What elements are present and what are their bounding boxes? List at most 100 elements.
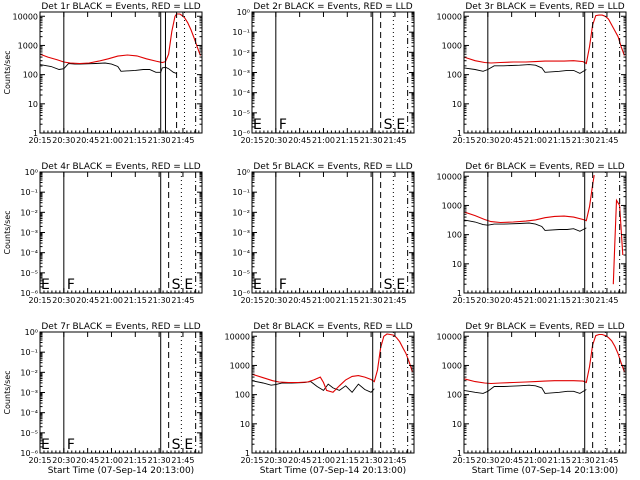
- y-tick-label: 10⁻⁵: [232, 109, 250, 118]
- series-group: [464, 14, 625, 74]
- event-marker-label: S: [172, 277, 181, 293]
- series-events-line: [464, 384, 587, 394]
- x-tick-label: 21:45: [383, 296, 406, 305]
- panel-det1: Det 1r BLACK = Events, RED = LLD 1 10 100 10…: [3, 2, 203, 145]
- event-letter-label: E: [41, 437, 50, 453]
- x-tick-label: 21:00: [524, 456, 547, 465]
- panel-title: Det 2r BLACK = Events, RED = LLD: [253, 2, 412, 12]
- series-lld-line: [252, 333, 413, 393]
- y-tick-label: 10⁻⁶: [20, 449, 38, 458]
- series-group: [40, 13, 201, 74]
- series-lld-line: [612, 198, 624, 285]
- y-tick-label: 10⁻¹: [232, 28, 250, 37]
- y-tick-label: 1000: [230, 361, 250, 370]
- x-tick-label: 21:45: [595, 296, 618, 305]
- y-tick-label: 10: [28, 100, 38, 109]
- y-tick-label: 1: [245, 449, 250, 458]
- x-tick-label: 21:00: [524, 296, 547, 305]
- event-marker-label: E: [396, 117, 405, 133]
- y-tick-label: 10000: [225, 332, 250, 341]
- y-tick-label: 100: [447, 391, 462, 400]
- x-tick-label: 20:30: [264, 296, 287, 305]
- x-tick-label: 21:15: [548, 136, 571, 145]
- series-events-line: [40, 62, 177, 74]
- x-tick-label: 21:00: [312, 456, 335, 465]
- x-tick-label: 20:30: [264, 456, 287, 465]
- x-tick-label: 21:00: [312, 296, 335, 305]
- panel-det9: Det 9r BLACK = Events, RED = LLD 1 10 100 10…: [437, 322, 627, 476]
- x-tick-label: 21:30: [572, 456, 595, 465]
- x-tick-label: 20:30: [52, 456, 75, 465]
- panel-title: Det 1r BLACK = Events, RED = LLD: [41, 2, 200, 12]
- y-tick-label: 10⁻⁶: [232, 289, 250, 298]
- y-tick-label: 1: [457, 129, 462, 138]
- x-tick-label: 20:15: [240, 296, 263, 305]
- y-tick-label: 1000: [442, 361, 462, 370]
- y-tick-label: 1: [33, 129, 38, 138]
- x-tick-label: 20:30: [264, 136, 287, 145]
- x-axis-label: Start Time (07-Sep-14 20:13:00): [260, 466, 406, 476]
- y-tick-label: 10⁰: [25, 328, 38, 337]
- y-tick-label: 1: [457, 449, 462, 458]
- y-tick-label: 10⁰: [25, 168, 38, 177]
- x-tick-label: 21:00: [312, 136, 335, 145]
- y-tick-label: 10⁻⁴: [20, 249, 38, 258]
- y-tick-label: 10⁻¹: [232, 188, 250, 197]
- x-tick-label: 20:30: [476, 296, 499, 305]
- event-marker-label: F: [67, 277, 75, 293]
- y-tick-label: 10⁻³: [232, 229, 250, 238]
- y-tick-label: 10⁰: [237, 168, 250, 177]
- x-tick-label: 20:45: [288, 296, 311, 305]
- x-tick-label: 20:30: [52, 296, 75, 305]
- panel-title: Det 7r BLACK = Events, RED = LLD: [41, 322, 200, 332]
- y-tick-label: 10⁻⁴: [232, 249, 250, 258]
- event-letter-label: E: [41, 277, 50, 293]
- x-tick-label: 20:15: [28, 136, 51, 145]
- y-tick-label: 10⁻²: [232, 208, 250, 217]
- x-tick-label: 21:15: [124, 136, 147, 145]
- x-tick-label: 20:45: [288, 136, 311, 145]
- x-tick-label: 20:15: [240, 456, 263, 465]
- x-tick-label: 21:30: [148, 456, 171, 465]
- plot-frame: [463, 331, 627, 454]
- y-tick-label: 10: [452, 420, 462, 429]
- x-tick-label: 21:45: [595, 136, 618, 145]
- x-tick-label: 20:45: [76, 296, 99, 305]
- x-tick-label: 21:45: [383, 456, 406, 465]
- event-marker-label: F: [67, 437, 75, 453]
- y-axis-label: Counts/sec: [3, 370, 12, 414]
- event-letter-label: E: [253, 117, 262, 133]
- x-tick-label: 21:30: [148, 296, 171, 305]
- x-tick-label: 20:45: [500, 296, 523, 305]
- panel-title: Det 9r BLACK = Events, RED = LLD: [465, 322, 624, 332]
- plot-frame: [463, 11, 627, 134]
- x-tick-label: 20:15: [452, 456, 475, 465]
- x-tick-label: 21:15: [336, 136, 359, 145]
- y-axis-label: Counts/sec: [3, 50, 12, 94]
- y-tick-label: 10: [452, 100, 462, 109]
- panel-title: Det 4r BLACK = Events, RED = LLD: [41, 162, 200, 172]
- x-tick-label: 21:15: [336, 296, 359, 305]
- x-tick-label: 20:30: [476, 136, 499, 145]
- x-tick-label: 21:00: [100, 456, 123, 465]
- y-tick-label: 100: [447, 231, 462, 240]
- y-tick-label: 10000: [437, 332, 462, 341]
- x-tick-label: 20:30: [476, 456, 499, 465]
- x-tick-label: 21:30: [360, 456, 383, 465]
- x-tick-label: 20:45: [500, 456, 523, 465]
- panel-title: Det 3r BLACK = Events, RED = LLD: [465, 2, 624, 12]
- event-marker-label: F: [279, 277, 287, 293]
- x-tick-label: 21:30: [148, 136, 171, 145]
- panel-det3: Det 3r BLACK = Events, RED = LLD 1 10 100 10…: [437, 2, 627, 145]
- x-tick-label: 20:45: [76, 136, 99, 145]
- plot-frame: [463, 171, 627, 294]
- y-tick-label: 100: [235, 391, 250, 400]
- series-events-line: [464, 219, 587, 232]
- series-lld-line: [40, 13, 201, 65]
- y-tick-label: 1000: [442, 201, 462, 210]
- y-tick-label: 10⁻³: [20, 389, 38, 398]
- y-tick-label: 10⁻³: [232, 69, 250, 78]
